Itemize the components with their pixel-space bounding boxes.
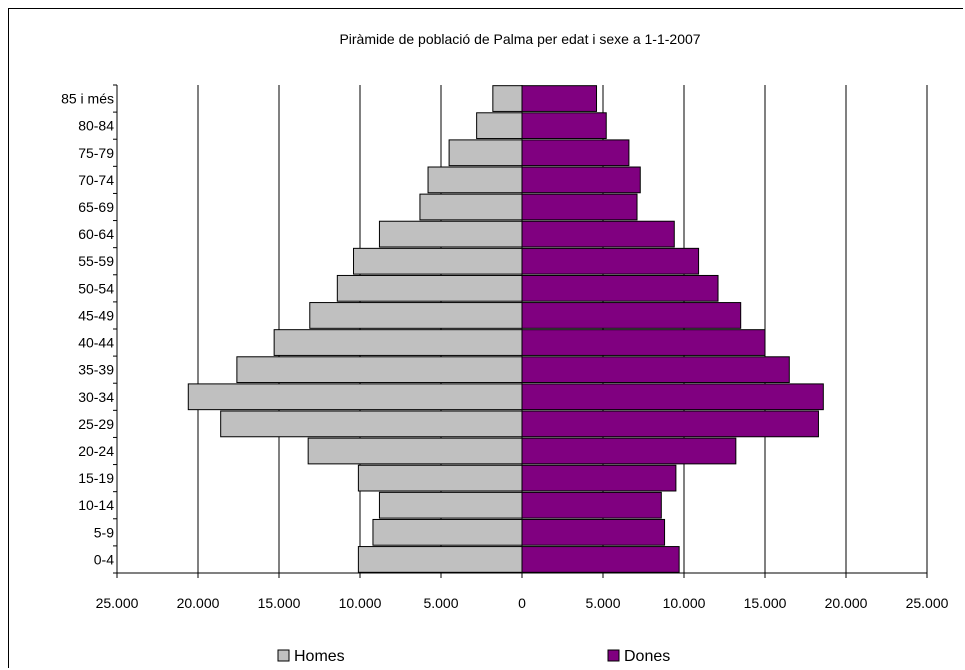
y-tick-label: 25-29 xyxy=(78,416,114,432)
y-tick-label: 75-79 xyxy=(78,145,114,161)
bar-homes xyxy=(427,166,523,194)
y-tick-label: 80-84 xyxy=(78,118,114,134)
x-tick-label: 15.000 xyxy=(258,595,301,611)
y-tick-label: 45-49 xyxy=(78,307,114,323)
bar-homes xyxy=(492,85,523,112)
bar-dones xyxy=(521,220,675,248)
y-tick-label: 70-74 xyxy=(78,172,114,188)
y-tick-label: 35-39 xyxy=(78,362,114,378)
bar-homes xyxy=(236,356,523,384)
y-tick-label: 85 i més xyxy=(61,91,114,107)
bar-dones xyxy=(521,302,742,329)
y-tick-label: 5-9 xyxy=(94,524,114,540)
bar-dones xyxy=(521,139,630,167)
legend-swatch xyxy=(277,649,290,662)
bar-homes xyxy=(476,112,523,140)
legend-swatch xyxy=(607,649,620,662)
bar-homes xyxy=(372,518,523,546)
y-tick-label: 10-14 xyxy=(78,497,114,513)
bar-dones xyxy=(521,518,666,546)
x-tick-label: 20.000 xyxy=(825,595,868,611)
bar-homes xyxy=(187,383,523,411)
y-tick-label: 20-24 xyxy=(78,443,114,459)
y-tick-label: 55-59 xyxy=(78,253,114,269)
legend: Homes Dones xyxy=(277,648,670,665)
bar-homes xyxy=(309,302,523,329)
bar-dones xyxy=(521,112,607,140)
y-tick-label: 50-54 xyxy=(78,280,114,296)
bar-dones xyxy=(521,464,677,492)
y-tick-label: 65-69 xyxy=(78,199,114,215)
bar-dones xyxy=(521,383,824,411)
bar-homes xyxy=(307,437,523,465)
legend-label: Homes xyxy=(294,648,345,665)
y-axis-labels: 0-4 5-9 10-14 15-19 20-24 25-29 30-34 35-39 40-4… xyxy=(61,84,117,574)
x-tick-label: 20.000 xyxy=(177,595,220,611)
bar-dones xyxy=(521,85,598,112)
bar-homes xyxy=(357,546,523,573)
bar-homes xyxy=(378,491,523,519)
bar-homes xyxy=(378,220,523,248)
bar-dones xyxy=(521,437,737,465)
y-tick-label: 60-64 xyxy=(78,226,114,242)
x-tick-label: 10.000 xyxy=(663,595,706,611)
x-tick-label: 10.000 xyxy=(339,595,382,611)
y-tick-label: 15-19 xyxy=(78,470,114,486)
bar-dones xyxy=(521,491,662,519)
chart-frame xyxy=(8,8,963,668)
bar-dones xyxy=(521,166,641,194)
bar-dones xyxy=(521,356,790,384)
x-tick-label: 15.000 xyxy=(744,595,787,611)
y-tick-label: 40-44 xyxy=(78,335,114,351)
bar-dones xyxy=(521,546,680,573)
bars xyxy=(187,85,824,573)
x-tick-label: 25.000 xyxy=(906,595,949,611)
y-tick-label: 0-4 xyxy=(94,551,114,567)
bar-dones xyxy=(521,410,819,438)
x-tick-label: 0 xyxy=(518,595,526,611)
bar-dones xyxy=(521,247,700,275)
bar-dones xyxy=(521,193,638,221)
legend-label: Dones xyxy=(624,648,670,665)
bar-homes xyxy=(273,329,523,356)
x-tick-label: 25.000 xyxy=(96,595,139,611)
x-tick-label: 5.000 xyxy=(585,595,620,611)
bar-homes xyxy=(419,193,523,221)
x-axis: 25.000 20.000 15.000 10.000 5.000 0 5.000 10.00… xyxy=(96,572,949,611)
y-tick-label: 30-34 xyxy=(78,389,114,405)
bar-homes xyxy=(353,247,523,275)
x-tick-label: 5.000 xyxy=(423,595,458,611)
bar-homes xyxy=(220,410,523,438)
bar-dones xyxy=(521,274,719,302)
bar-homes xyxy=(448,139,523,167)
bar-dones xyxy=(521,329,766,356)
bar-homes xyxy=(336,274,523,302)
bar-homes xyxy=(357,464,523,492)
chart-title: Piràmide de població de Palma per edat i… xyxy=(339,31,700,47)
